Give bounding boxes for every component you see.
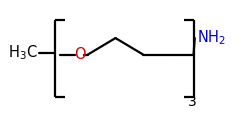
Text: 3: 3 [188,95,197,109]
Text: NH$_2$: NH$_2$ [197,29,226,47]
Text: O: O [74,47,85,62]
Text: H$_3$C: H$_3$C [8,43,38,62]
